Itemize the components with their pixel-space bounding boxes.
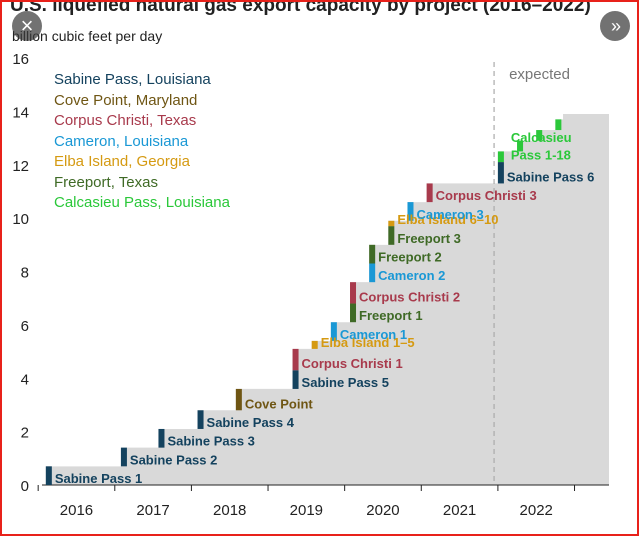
x-tick-label: 2022 [520,502,553,519]
addition-label-corpus-christi-3: Corpus Christi 3 [436,188,537,203]
addition-bar-elba-island-6-10 [388,220,395,227]
legend-item-calcasieu-pass: Calcasieu Pass, Louisiana [54,194,230,211]
addition-bar-cameron-3 [407,202,414,221]
y-tick-label: 0 [21,478,29,495]
double-chevron-right-icon: » [610,16,621,36]
addition-label-elba-island-6-10: Elba Island 6–10 [397,212,498,227]
x-tick-label: 2020 [366,502,399,519]
next-button[interactable]: » [600,11,630,41]
x-tick-label: 2018 [213,502,246,519]
addition-label-sabine-pass-2: Sabine Pass 2 [130,452,217,467]
addition-label-freeport-3: Freeport 3 [397,231,461,246]
legend-item-sabine-pass: Sabine Pass, Louisiana [54,71,211,88]
addition-bar-calcasieu-pass-1-18 [497,151,504,163]
addition-bar-corpus-christi-3 [426,183,433,203]
capacity-area [42,114,609,485]
addition-label-calcasieu-pass-1-18-line2: Pass 1-18 [511,147,571,162]
chart-title: U.S. liquefied natural gas export capaci… [10,0,591,16]
addition-bar-cameron-1 [330,322,337,341]
legend-item-cove-point: Cove Point, Maryland [54,91,198,109]
addition-label-elba-island-1-5: Elba Island 1–5 [321,335,415,350]
addition-bar-sabine-pass-1 [45,466,52,485]
y-tick-label: 8 [21,265,29,282]
addition-bar-sabine-pass-6 [497,162,504,184]
legend: Sabine Pass, Louisiana Cove Point, Maryl… [54,70,230,214]
addition-label-sabine-pass-3: Sabine Pass 3 [167,434,254,449]
addition-bar-calcasieu-pass-train [555,119,562,131]
y-tick-label: 16 [12,51,29,68]
close-icon: × [20,13,34,38]
addition-label-sabine-pass-1: Sabine Pass 1 [55,471,142,486]
addition-label-cameron-3: Cameron 3 [416,207,483,222]
addition-label-corpus-christi-1: Corpus Christi 1 [302,356,403,371]
addition-bar-sabine-pass-2 [120,447,127,467]
addition-label-cove-point: Cove Point [245,396,314,411]
legend-item-freeport: Freeport, Texas [54,173,158,191]
legend-item-cameron: Cameron, Louisiana [54,132,189,150]
addition-bar-sabine-pass-5 [292,370,299,389]
expected-label: expected [509,66,570,83]
addition-bar-cameron-2 [369,263,376,283]
addition-bar-corpus-christi-2 [350,282,357,304]
addition-bar-cove-point [235,388,242,411]
x-tick-label: 2019 [290,502,323,519]
x-tick-label: 2021 [443,502,476,519]
addition-label-cameron-2: Cameron 2 [378,268,445,283]
addition-bar-freeport-3 [388,226,395,245]
addition-bar-freeport-1 [350,303,357,323]
x-tick-label: 2017 [136,502,169,519]
addition-label-freeport-2: Freeport 2 [378,249,442,264]
addition-label-calcasieu-pass-1-18-line1: Calcasieu [511,130,572,145]
addition-bar-elba-island-1-5 [311,340,318,349]
addition-bar-calcasieu-pass-train [517,140,524,152]
addition-bar-calcasieu-pass-train [536,130,543,141]
legend-item-corpus-christi: Corpus Christi, Texas [54,112,197,129]
legend-item-elba-island: Elba Island, Georgia [54,153,190,170]
addition-label-sabine-pass-4: Sabine Pass 4 [207,415,295,430]
addition-bar-corpus-christi-1 [292,348,299,371]
addition-label-sabine-pass-6: Sabine Pass 6 [507,169,594,184]
addition-label-cameron-1: Cameron 1 [340,327,407,342]
addition-label-sabine-pass-5: Sabine Pass 5 [302,375,389,390]
y-tick-label: 4 [21,371,29,388]
y-tick-label: 10 [12,211,29,228]
addition-bar-sabine-pass-3 [158,428,165,448]
addition-bar-sabine-pass-4 [197,410,204,429]
y-tick-label: 2 [21,425,29,442]
addition-label-corpus-christi-2: Corpus Christi 2 [359,290,460,305]
x-tick-label: 2016 [60,502,93,519]
addition-bar-freeport-2 [369,244,376,264]
y-tick-label: 12 [12,158,29,175]
addition-label-freeport-1: Freeport 1 [359,308,423,323]
close-button[interactable]: × [12,11,42,41]
y-tick-label: 14 [12,104,29,121]
y-axis-label: billion cubic feet per day [12,28,163,44]
y-tick-label: 6 [21,318,29,335]
